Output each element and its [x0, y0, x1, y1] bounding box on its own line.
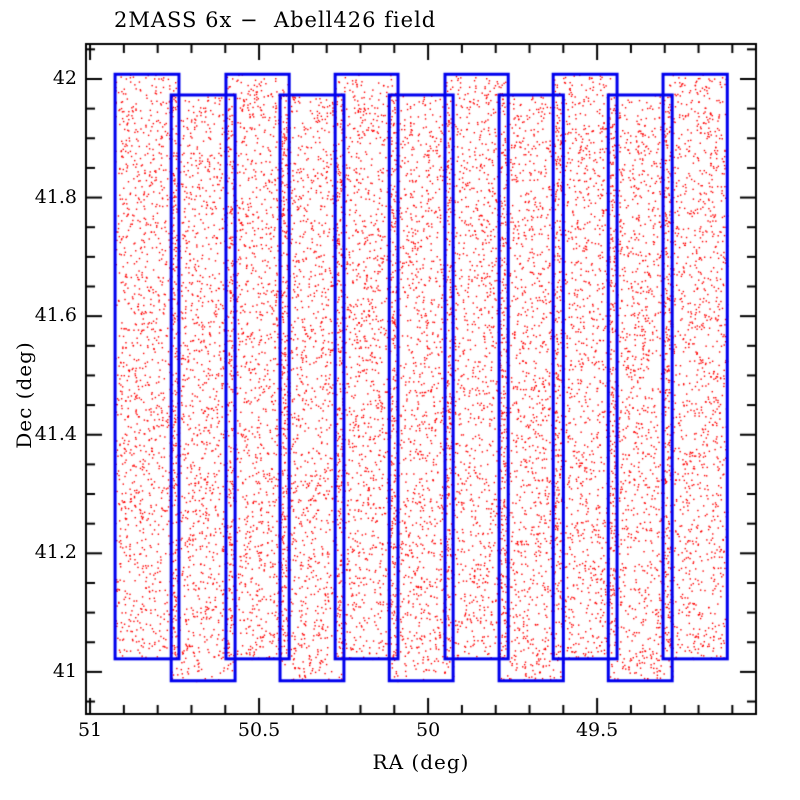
plot-title: 2MASS 6x − Abell426 field — [114, 8, 437, 32]
x-axis-label: RA (deg) — [372, 750, 470, 774]
x-tick-label: 50 — [416, 719, 441, 741]
y-tick-label: 41.8 — [34, 185, 77, 208]
y-tick-label: 42 — [52, 66, 77, 89]
y-tick-label: 41.2 — [34, 541, 77, 564]
y-tick-label: 41.6 — [34, 304, 77, 327]
x-tick-label: 50.5 — [237, 719, 281, 741]
y-tick-label: 41 — [52, 659, 77, 682]
x-tick-label: 49.5 — [575, 719, 619, 741]
x-tick-label: 51 — [77, 719, 103, 741]
y-tick-label: 41.4 — [34, 422, 77, 445]
